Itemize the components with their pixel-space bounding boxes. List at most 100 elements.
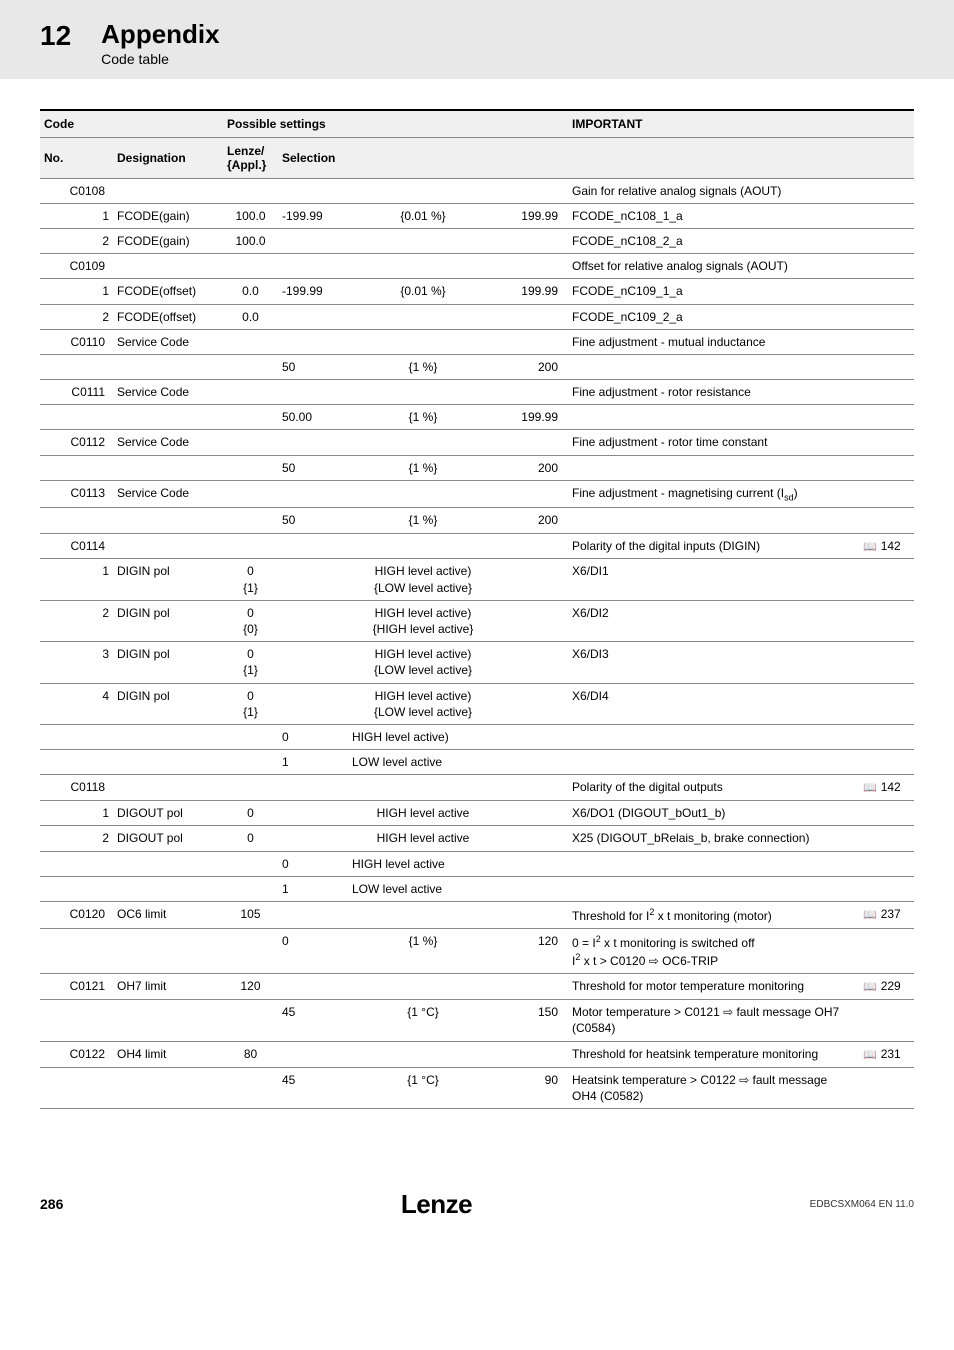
table-row: 2 FCODE(offset) 0.0 FCODE_nC109_2_a	[40, 304, 914, 329]
book-icon	[863, 979, 881, 993]
designation: DIGIN pol	[113, 600, 223, 641]
important-text: Polarity of the digital inputs (DIGIN)	[568, 533, 859, 559]
designation: OH7 limit	[113, 974, 223, 1000]
important-text: Heatsink temperature > C0122 ⇨ fault mes…	[568, 1067, 859, 1108]
sel-step: {1 °C}	[348, 1067, 498, 1108]
sel-text: LOW level active	[348, 876, 498, 901]
table-row: C0109 Offset for relative analog signals…	[40, 254, 914, 279]
designation: FCODE(offset)	[113, 304, 223, 329]
table-row: 2 FCODE(gain) 100.0 FCODE_nC108_2_a	[40, 228, 914, 253]
table-row: C0112 Service Code Fine adjustment - rot…	[40, 430, 914, 455]
header-titles: Appendix Code table	[101, 20, 219, 67]
table-row: 0 HIGH level active	[40, 851, 914, 876]
th-important: IMPORTANT	[568, 110, 859, 138]
important-text: Offset for relative analog signals (AOUT…	[568, 254, 859, 279]
book-icon	[863, 907, 881, 921]
designation: DIGOUT pol	[113, 826, 223, 851]
th-imp-sub	[568, 137, 859, 178]
code-no: C0120	[40, 901, 113, 928]
important-text: X6/DO1 (DIGOUT_bOut1_b)	[568, 801, 859, 826]
designation: Service Code	[113, 380, 223, 405]
sel-min: 45	[278, 1000, 348, 1041]
table-row: 50 {1 %} 200	[40, 455, 914, 480]
table-row: C0121 OH7 limit 120 Threshold for motor …	[40, 974, 914, 1000]
important-text: X6/DI1	[568, 559, 859, 600]
table-row: 45 {1 °C} 150 Motor temperature > C0121 …	[40, 1000, 914, 1041]
lenze-val: 0	[223, 801, 278, 826]
important-text: Fine adjustment - rotor time constant	[568, 430, 859, 455]
designation: FCODE(offset)	[113, 279, 223, 304]
sub-no: 2	[95, 304, 113, 329]
sel-step: {1 %}	[348, 405, 498, 430]
table-row: 0 {1 %} 120 0 = I2 x t monitoring is swi…	[40, 929, 914, 974]
header-row-1: Code Possible settings IMPORTANT	[40, 110, 914, 138]
table-row: 45 {1 °C} 90 Heatsink temperature > C012…	[40, 1067, 914, 1108]
table-row: C0113 Service Code Fine adjustment - mag…	[40, 480, 914, 508]
sel-text: HIGH level active){LOW level active}	[348, 559, 498, 600]
table-row: C0118 Polarity of the digital outputs 14…	[40, 775, 914, 801]
lenze-val: 0{1}	[223, 642, 278, 683]
code-no: C0109	[40, 254, 113, 279]
designation: OH4 limit	[113, 1041, 223, 1067]
table-row: 50 {1 %} 200	[40, 354, 914, 379]
page-number: 286	[40, 1196, 63, 1212]
designation: Service Code	[113, 329, 223, 354]
sel-opt: 0	[278, 851, 348, 876]
sel-max: 199.99	[498, 405, 568, 430]
important-text: X6/DI2	[568, 600, 859, 641]
lenze-val: 0{1}	[223, 559, 278, 600]
table-row: 0 HIGH level active)	[40, 724, 914, 749]
table-row: C0108 Gain for relative analog signals (…	[40, 178, 914, 203]
important-text: X6/DI3	[568, 642, 859, 683]
code-no: C0121	[40, 974, 113, 1000]
sel-text: LOW level active	[348, 750, 498, 775]
sel-max: 120	[498, 929, 568, 974]
book-icon	[863, 539, 881, 553]
important-text: Threshold for motor temperature monitori…	[568, 974, 859, 1000]
sel-opt: 1	[278, 750, 348, 775]
document-id: EDBCSXM064 EN 11.0	[810, 1199, 914, 1210]
sel-min: -199.99	[278, 203, 348, 228]
lenze-val: 0{0}	[223, 600, 278, 641]
sel-step: {1 %}	[348, 508, 498, 533]
designation: DIGIN pol	[113, 559, 223, 600]
code-no: C0112	[40, 430, 113, 455]
important-text: FCODE_nC108_1_a	[568, 203, 859, 228]
designation: Service Code	[113, 430, 223, 455]
important-text: Motor temperature > C0121 ⇨ fault messag…	[568, 1000, 859, 1041]
lenze-val: 80	[223, 1041, 278, 1067]
table-row: 4 DIGIN pol 0{1} HIGH level active){LOW …	[40, 683, 914, 724]
sel-max: 199.99	[498, 279, 568, 304]
content: Code Possible settings IMPORTANT No. Des…	[0, 109, 954, 1149]
lenze-val: 105	[223, 901, 278, 928]
sel-step: {1 %}	[348, 455, 498, 480]
lenze-val: 100.0	[223, 203, 278, 228]
important-text: FCODE_nC109_2_a	[568, 304, 859, 329]
important-text: Threshold for heatsink temperature monit…	[568, 1041, 859, 1067]
designation: DIGOUT pol	[113, 801, 223, 826]
book-icon	[863, 780, 881, 794]
sel-min: -199.99	[278, 279, 348, 304]
sub-no: 2	[95, 600, 113, 641]
sel-text: HIGH level active	[348, 801, 498, 826]
table-row: 1 FCODE(offset) 0.0 -199.99 {0.01 %} 199…	[40, 279, 914, 304]
sel-min: 0	[278, 929, 348, 974]
header-row-2: No. Designation Lenze/ {Appl.} Selection	[40, 137, 914, 178]
important-text: 0 = I2 x t monitoring is switched offI2 …	[568, 929, 859, 974]
table-row: C0114 Polarity of the digital inputs (DI…	[40, 533, 914, 559]
sel-opt: 1	[278, 876, 348, 901]
sub-no: 4	[95, 683, 113, 724]
th-designation: Designation	[113, 137, 223, 178]
sub-no: 2	[95, 826, 113, 851]
th-ref-sub	[859, 137, 914, 178]
important-text: Fine adjustment - rotor resistance	[568, 380, 859, 405]
sel-max: 200	[498, 508, 568, 533]
sel-max: 90	[498, 1067, 568, 1108]
sub-no: 1	[95, 559, 113, 600]
lenze-val: 0.0	[223, 279, 278, 304]
code-table: Code Possible settings IMPORTANT No. Des…	[40, 109, 914, 1109]
sub-no: 1	[95, 279, 113, 304]
table-row: 1 DIGIN pol 0{1} HIGH level active){LOW …	[40, 559, 914, 600]
designation: Service Code	[113, 480, 223, 508]
sel-max: 199.99	[498, 203, 568, 228]
